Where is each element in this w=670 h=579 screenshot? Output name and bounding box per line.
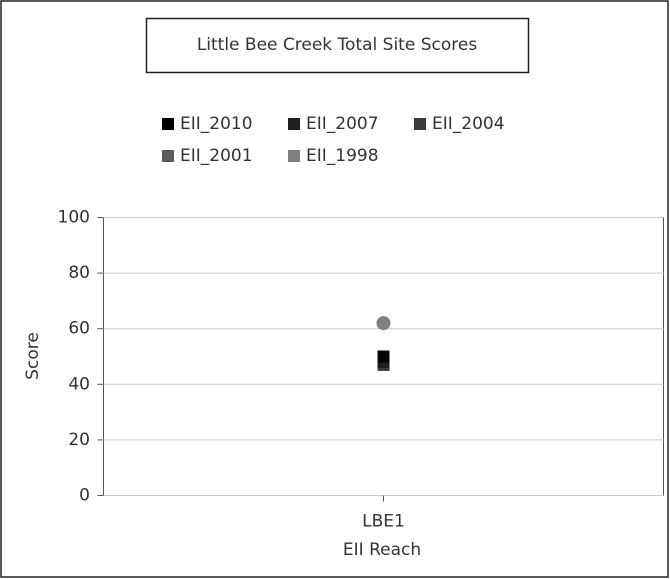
x-tick-label: LBE1 bbox=[362, 512, 405, 532]
legend-swatch bbox=[288, 118, 300, 130]
legend-label: EII_2001 bbox=[180, 146, 253, 166]
legend-swatch bbox=[288, 150, 300, 162]
y-tick-label: 0 bbox=[79, 486, 90, 506]
legend-swatch bbox=[162, 150, 174, 162]
y-tick-label: 20 bbox=[68, 430, 90, 450]
legend-label: EII_1998 bbox=[306, 146, 379, 166]
point bbox=[377, 350, 390, 363]
y-tick-label: 40 bbox=[68, 374, 90, 394]
chart-title: Little Bee Creek Total Site Scores bbox=[197, 35, 478, 55]
legend-swatch bbox=[162, 118, 174, 130]
legend-label: EII_2004 bbox=[432, 114, 505, 134]
legend-label: EII_2007 bbox=[306, 114, 379, 134]
x-axis-label: EII Reach bbox=[343, 540, 421, 560]
point bbox=[376, 316, 391, 331]
y-tick-label: 100 bbox=[58, 208, 90, 228]
y-axis-label: Score bbox=[23, 332, 43, 380]
legend-swatch bbox=[414, 118, 426, 130]
y-tick-label: 60 bbox=[68, 319, 90, 339]
title-box bbox=[145, 17, 530, 74]
y-tick-label: 80 bbox=[68, 263, 90, 283]
legend-label: EII_2010 bbox=[180, 114, 253, 134]
